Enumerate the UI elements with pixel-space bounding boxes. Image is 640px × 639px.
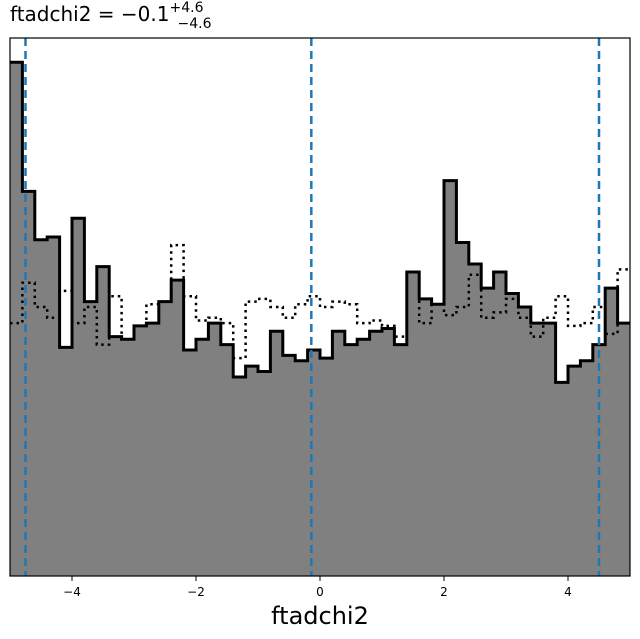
x-tick-label: 4 [564, 585, 572, 599]
histogram-bar [208, 323, 220, 576]
histogram-bar [60, 347, 72, 576]
histogram-bar [382, 329, 394, 576]
histogram-bar [407, 272, 419, 576]
histogram-bar [10, 62, 22, 576]
histogram-bar [233, 377, 245, 576]
histogram-bar [47, 237, 59, 576]
histogram-bar [494, 272, 506, 576]
x-tick-label: −2 [187, 585, 205, 599]
histogram-bar [308, 350, 320, 576]
histogram-bar [320, 358, 332, 576]
histogram-bar [332, 331, 344, 576]
histogram-bar [531, 323, 543, 576]
histogram-bar [419, 299, 431, 576]
x-axis: −4 −2 0 2 4 [9, 37, 631, 599]
histogram-bar [506, 294, 518, 576]
histogram-bar [171, 280, 183, 576]
histogram-bar [122, 339, 134, 576]
histogram-bar [159, 302, 171, 576]
histogram-bar [394, 345, 406, 576]
histogram-bar [432, 304, 444, 576]
histogram-bar [196, 339, 208, 576]
histogram-bar [345, 345, 357, 576]
histogram-bar [469, 264, 481, 576]
histogram-bar [580, 361, 592, 576]
plot-area [10, 38, 630, 576]
histogram-bar [283, 355, 295, 576]
histogram-bar [618, 323, 630, 576]
histogram-bar [444, 181, 456, 576]
histogram-bar [556, 382, 568, 576]
histogram-bar [109, 337, 121, 576]
histogram-bar [184, 350, 196, 576]
histogram-bar [456, 242, 468, 576]
histogram-bar [543, 323, 555, 576]
histogram-bar [35, 240, 47, 576]
title-lower-error: −4.6 [177, 16, 212, 32]
histogram-bar [568, 366, 580, 576]
histogram-bar [246, 366, 258, 576]
histogram-bar [221, 345, 233, 576]
histogram-bar [72, 218, 84, 576]
histogram-bar [481, 288, 493, 576]
histogram-bar [357, 339, 369, 576]
filled-histogram [10, 62, 630, 576]
histogram-bar [134, 326, 146, 576]
histogram-bar [146, 323, 158, 576]
histogram-bar [518, 307, 530, 576]
histogram-bar [370, 331, 382, 576]
title-upper-error: +4.6 [169, 0, 204, 16]
histogram-bar [270, 331, 282, 576]
histogram-bar [295, 361, 307, 576]
histogram-bar [605, 288, 617, 576]
chart-title: ftadchi2 = −0.1+4.6−4.6 [10, 0, 211, 32]
x-tick-label: 0 [316, 585, 324, 599]
x-tick-label: −4 [63, 585, 81, 599]
filled-histogram-outline [10, 60, 630, 384]
title-main: ftadchi2 = −0.1 [10, 2, 170, 26]
x-axis-label: ftadchi2 [271, 602, 369, 630]
histogram-bar [258, 372, 270, 576]
x-tick-label: 2 [440, 585, 448, 599]
histogram-bar [97, 267, 109, 576]
histogram-bar [84, 302, 96, 576]
